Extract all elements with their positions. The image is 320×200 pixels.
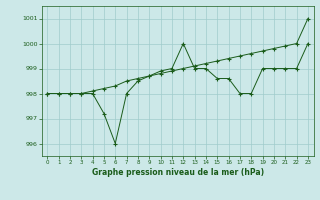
X-axis label: Graphe pression niveau de la mer (hPa): Graphe pression niveau de la mer (hPa) [92,168,264,177]
